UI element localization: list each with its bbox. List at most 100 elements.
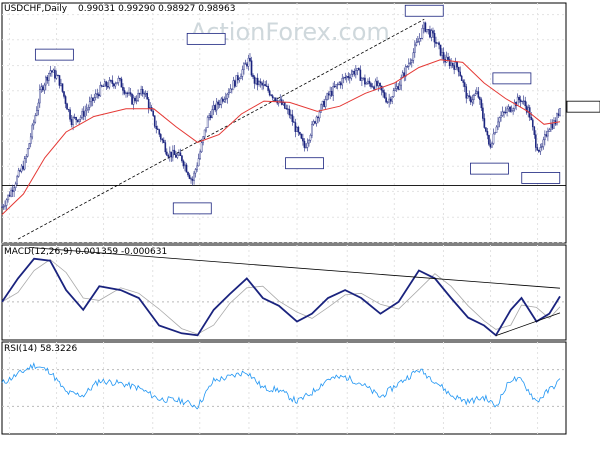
candle-body: [23, 158, 26, 170]
candle-body: [361, 78, 363, 81]
candle-body: [226, 93, 229, 99]
candle-body: [211, 109, 213, 119]
candle-body: [203, 129, 206, 137]
candle-body: [521, 101, 523, 103]
candle-body: [261, 82, 263, 86]
candle-body: [46, 76, 49, 81]
candle-body: [259, 81, 262, 84]
candle-body: [296, 127, 298, 132]
candle-body: [161, 138, 164, 141]
candle-body: [231, 88, 233, 90]
candle-body: [420, 37, 422, 39]
candle-body: [417, 41, 419, 43]
candle-body: [302, 138, 304, 142]
candle-body: [69, 109, 71, 120]
candle-body: [338, 82, 341, 85]
candle-body: [382, 90, 384, 93]
rsi-line: [1, 362, 561, 410]
candle-body: [283, 102, 286, 109]
candle-body: [474, 93, 477, 96]
candle-body: [169, 151, 171, 157]
candle-body: [480, 99, 483, 109]
candle-body: [42, 86, 44, 91]
candle-body: [541, 146, 543, 148]
candle-body: [326, 93, 328, 100]
candle-body: [362, 77, 365, 79]
candle-body: [185, 164, 188, 173]
moving-average-line: [1, 59, 561, 215]
candle-body: [87, 107, 89, 110]
candle-body: [11, 189, 14, 192]
candle-body: [411, 60, 413, 63]
candle-body: [462, 80, 465, 83]
candle-body: [550, 123, 552, 130]
candle-body: [119, 78, 121, 80]
candle-body: [400, 77, 403, 86]
candle-body: [197, 158, 200, 167]
candle-body: [342, 77, 345, 79]
candle-body: [240, 76, 242, 79]
candle-body: [407, 63, 410, 67]
candle-body: [252, 74, 254, 78]
candle-body: [488, 134, 490, 145]
candle-body: [1, 206, 3, 208]
candle-body: [20, 165, 23, 172]
candle-body: [48, 73, 50, 81]
candle-body: [270, 94, 272, 96]
candle-body: [297, 127, 300, 133]
candle-body: [143, 93, 145, 95]
rsi-panel-frame: [1, 341, 567, 435]
candle-body: [454, 62, 457, 70]
candle-body: [318, 111, 321, 119]
rsi-label: RSI(14) 58.3226: [4, 344, 77, 354]
candle-body: [309, 135, 312, 141]
candle-body: [460, 75, 463, 81]
candle-body: [531, 119, 534, 128]
candle-body: [193, 172, 195, 181]
candle-body: [146, 93, 148, 100]
candle-body: [439, 44, 442, 56]
candle-body: [5, 199, 8, 206]
candle-body: [19, 170, 21, 172]
candle-body: [125, 92, 127, 94]
candle-body: [513, 102, 516, 109]
candle-body: [477, 91, 480, 98]
candle-body: [208, 115, 210, 118]
candle-body: [535, 134, 537, 148]
candle-body: [7, 194, 9, 201]
candle-body: [312, 121, 315, 125]
candle-body: [426, 29, 428, 32]
candle-body: [14, 183, 17, 188]
candle-body: [538, 150, 540, 152]
candle-body: [173, 149, 176, 155]
candle-body: [356, 68, 359, 71]
candle-body: [332, 86, 334, 96]
candle-body: [433, 33, 436, 43]
candle-body: [172, 149, 174, 158]
candle-body: [223, 99, 226, 102]
candle-body: [379, 82, 381, 87]
candle-body: [179, 152, 182, 156]
candle-body: [339, 82, 342, 86]
candle-body: [110, 80, 112, 82]
candle-body: [26, 148, 29, 157]
candle-body: [315, 116, 318, 124]
candle-body: [303, 140, 306, 148]
candle-body: [324, 99, 327, 107]
candle-body: [438, 42, 440, 46]
candle-body: [194, 169, 197, 174]
price-panel-frame: [1, 2, 567, 244]
candle-body: [415, 42, 418, 46]
candle-body: [167, 155, 170, 157]
candle-body: [367, 80, 369, 84]
candle-body: [476, 91, 478, 94]
candle-body: [559, 108, 561, 116]
candle-body: [268, 90, 271, 96]
candle-body: [453, 65, 455, 70]
candle-body: [249, 57, 251, 61]
candle-body: [70, 119, 73, 126]
candle-body: [456, 62, 458, 68]
candle-body: [451, 62, 454, 66]
